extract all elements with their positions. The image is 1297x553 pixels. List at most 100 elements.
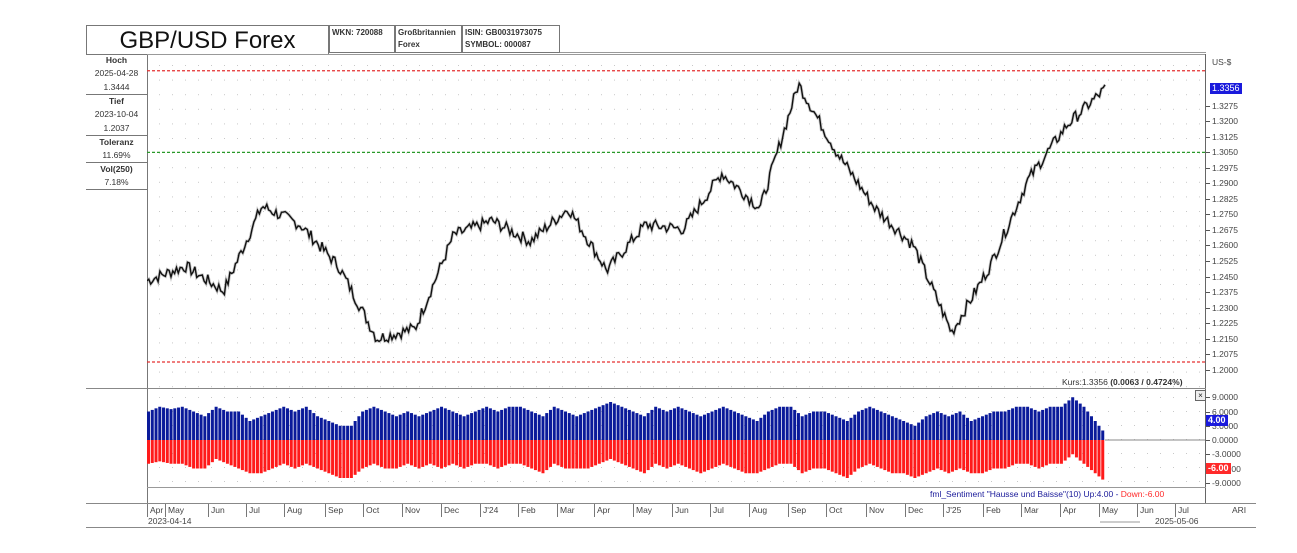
current-price-badge: 1.3356 <box>1210 83 1242 94</box>
price-tick <box>1206 136 1210 138</box>
price-tick-label: 1.2825 <box>1212 193 1238 204</box>
month-label: Oct <box>363 504 402 517</box>
month-label: May <box>1099 504 1137 517</box>
month-label: Jul <box>710 504 749 517</box>
tolerance-value: 11.69% <box>102 150 131 160</box>
wkn-box: WKN: 720088 <box>329 25 395 53</box>
symbol-label: SYMBOL: 000087 <box>465 40 531 49</box>
low-date: 2023-10-04 <box>94 109 139 119</box>
price-tick <box>1206 369 1210 371</box>
sentiment-chart <box>147 397 1205 482</box>
month-label: Mar <box>557 504 594 517</box>
scroll-thumb[interactable] <box>1100 521 1140 523</box>
sentiment-tick <box>1206 397 1210 399</box>
price-tick-label: 1.2225 <box>1212 318 1238 329</box>
sentiment-axis: 9.00006.00003.00000.0000-3.0000-6.0000-9… <box>1206 389 1266 488</box>
month-label: J'24 <box>480 504 518 517</box>
price-tick <box>1206 245 1210 247</box>
sentiment-tick-label: 9.0000 <box>1212 392 1238 403</box>
price-tick <box>1206 354 1210 356</box>
sentiment-tick-label: -3.0000 <box>1212 449 1241 460</box>
month-label: Jul <box>246 504 284 517</box>
high-date: 2025-04-28 <box>94 68 139 78</box>
country-label: Großbritannien <box>398 28 456 37</box>
month-label: Dec <box>905 504 943 517</box>
price-tick <box>1206 152 1210 154</box>
sentiment-legend: fml_Sentiment "Hausse und Baisse"(10) Up… <box>930 489 1164 499</box>
price-tick-label: 1.2525 <box>1212 256 1238 267</box>
sentiment-down-badge: -6.00 <box>1206 462 1231 474</box>
sentiment-legend-up: fml_Sentiment "Hausse und Baisse"(10) Up… <box>930 489 1121 499</box>
month-label: Sep <box>788 504 826 517</box>
price-tick <box>1206 229 1210 231</box>
price-tick <box>1206 105 1210 107</box>
start-date: 2023-04-14 <box>148 516 192 526</box>
month-label: Jun <box>208 504 246 517</box>
month-label: May <box>633 504 672 517</box>
kurs-readout: Kurs:1.3356 (0.0063 / 0.4724%) <box>1062 377 1183 387</box>
price-tick-label: 1.2300 <box>1212 302 1238 313</box>
price-tick-label: 1.2375 <box>1212 287 1238 298</box>
price-tick-label: 1.2600 <box>1212 240 1238 251</box>
price-chart <box>147 65 1205 388</box>
sentiment-tick <box>1206 411 1210 413</box>
xaxis-top <box>86 503 1256 504</box>
country-box: Großbritannien Forex <box>395 25 462 53</box>
market-label: Forex <box>398 40 420 49</box>
vol-label: Vol(250) <box>100 164 133 174</box>
end-date: 2025-05-06 <box>1155 516 1199 526</box>
panel-divider <box>86 388 1206 389</box>
sentiment-tick <box>1206 454 1210 456</box>
month-label: Dec <box>441 504 480 517</box>
price-tick <box>1206 198 1210 200</box>
month-label: Feb <box>983 504 1021 517</box>
month-label: Aug <box>749 504 788 517</box>
price-tick <box>1206 214 1210 216</box>
kurs-change: (0.0063 / 0.4724%) <box>1110 377 1183 387</box>
low-value: 1.2037 <box>103 123 130 133</box>
month-label: Apr <box>147 504 165 517</box>
price-tick <box>1206 276 1210 278</box>
price-tick-label: 1.2675 <box>1212 224 1238 235</box>
month-label: Jun <box>672 504 710 517</box>
price-tick-label: 1.3125 <box>1212 131 1238 142</box>
header-rule <box>560 52 1206 53</box>
currency-unit-label: US-$ <box>1212 57 1232 67</box>
sentiment-tick-label: 0.0000 <box>1212 435 1238 445</box>
price-tick <box>1206 167 1210 169</box>
month-label: Apr <box>594 504 633 517</box>
price-tick-label: 1.2750 <box>1212 209 1238 220</box>
price-tick-label: 1.2900 <box>1212 178 1238 189</box>
kurs-label: Kurs:1.3356 <box>1062 377 1108 387</box>
sentiment-tick <box>1206 425 1210 427</box>
close-icon[interactable]: × <box>1195 390 1206 401</box>
month-label: Apr <box>1060 504 1099 517</box>
month-label: Nov <box>402 504 441 517</box>
tolerance-label: Toleranz <box>99 137 134 147</box>
y-axis-line <box>1205 54 1206 504</box>
sentiment-tick <box>1206 440 1210 441</box>
month-label: J'25 <box>943 504 983 517</box>
month-label: Nov <box>866 504 905 517</box>
month-label: Feb <box>518 504 557 517</box>
sentiment-tick-label: 6.0000 <box>1212 406 1238 417</box>
price-tick <box>1206 292 1210 294</box>
xaxis-bottom <box>86 527 1256 528</box>
month-label: Sep <box>325 504 363 517</box>
price-tick-label: 1.2075 <box>1212 349 1238 360</box>
wkn-label: WKN: 720088 <box>332 28 383 37</box>
price-tick-label: 1.2450 <box>1212 271 1238 282</box>
price-tick-label: 1.2000 <box>1212 364 1238 375</box>
price-tick <box>1206 183 1210 185</box>
price-panel-top <box>147 54 1206 55</box>
sentiment-up-badge: 4.00 <box>1206 415 1228 426</box>
price-tick <box>1206 338 1210 340</box>
month-label: Oct <box>826 504 866 517</box>
price-tick <box>1206 261 1210 263</box>
price-tick-label: 1.3050 <box>1212 147 1238 158</box>
price-tick-label: 1.3200 <box>1212 116 1238 127</box>
price-tick-label: 1.2975 <box>1212 162 1238 173</box>
sentiment-tick <box>1206 482 1210 484</box>
price-axis: US-$ 1.3356 1.3275 1.3200 1.3125 1.3050 1.29… <box>1206 55 1266 388</box>
sentiment-tick-label: -9.0000 <box>1212 477 1241 488</box>
